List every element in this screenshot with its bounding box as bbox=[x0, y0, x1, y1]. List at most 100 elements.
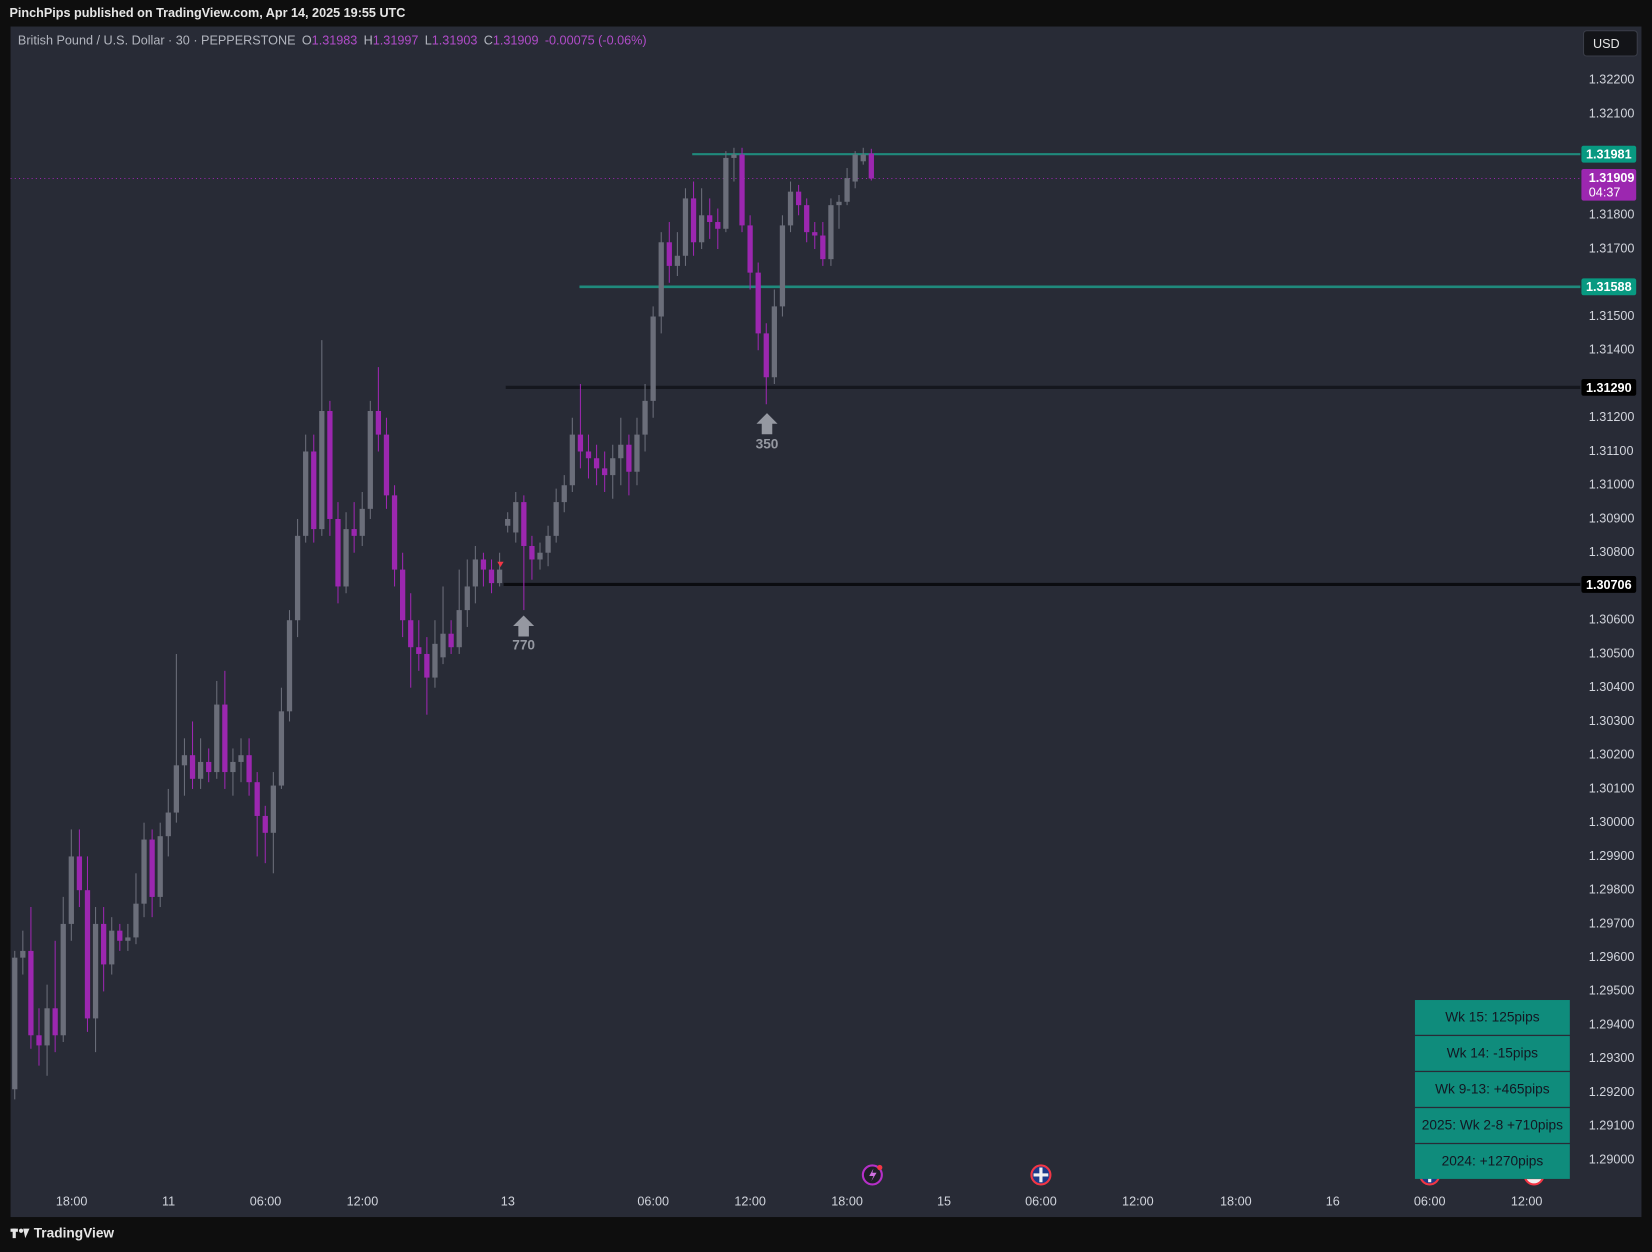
candle-body bbox=[222, 704, 228, 773]
candle-body bbox=[149, 839, 155, 897]
candle-body bbox=[197, 761, 204, 779]
x-tick-label: 15 bbox=[937, 1195, 951, 1209]
level-price-box bbox=[1581, 576, 1637, 593]
x-tick-label: 06:00 bbox=[1414, 1195, 1446, 1209]
candle-body bbox=[408, 620, 414, 648]
event-icon-dot bbox=[877, 1164, 883, 1171]
candle-body bbox=[505, 518, 511, 526]
level-price-label: 1.30706 bbox=[1586, 578, 1632, 592]
x-tick-label: 13 bbox=[501, 1195, 515, 1209]
y-tick-label: 1.31700 bbox=[1589, 241, 1635, 255]
stats-text: Wk 14: -15pips bbox=[1447, 1046, 1538, 1061]
candle-body bbox=[731, 154, 737, 158]
candle-body bbox=[319, 410, 325, 530]
annotation-arrow bbox=[756, 413, 778, 435]
candle-body bbox=[521, 502, 527, 546]
x-tick-label: 18:00 bbox=[1220, 1195, 1252, 1209]
y-tick-label: 1.31400 bbox=[1589, 343, 1635, 357]
candle-body bbox=[488, 569, 495, 584]
candle-body bbox=[28, 950, 34, 1036]
y-tick-label: 1.29800 bbox=[1589, 883, 1635, 897]
candle-body bbox=[294, 535, 301, 621]
candle-body bbox=[569, 434, 575, 486]
candle-body bbox=[375, 410, 382, 435]
last-price-label: 1.31909 bbox=[1589, 171, 1635, 185]
candle-body bbox=[141, 839, 147, 904]
candle-body bbox=[391, 495, 398, 570]
flag-cross bbox=[1033, 1167, 1049, 1183]
candle-body bbox=[36, 1035, 42, 1046]
candle-body bbox=[262, 815, 268, 833]
candle-body bbox=[335, 518, 341, 587]
currency-button-label[interactable]: USD bbox=[1593, 37, 1620, 51]
stats-cell bbox=[1414, 1144, 1570, 1179]
y-tick-label: 1.29600 bbox=[1589, 950, 1635, 964]
candle-body bbox=[707, 215, 713, 223]
candle-body bbox=[448, 633, 454, 648]
level-price-label: 1.31588 bbox=[1586, 280, 1632, 294]
symbol-line-part: 1.31909 bbox=[493, 34, 539, 48]
candle-body bbox=[68, 856, 74, 924]
candle-body bbox=[84, 890, 91, 1019]
candle-body bbox=[496, 569, 503, 584]
candle-body bbox=[650, 316, 656, 401]
y-tick-label: 1.29700 bbox=[1589, 916, 1635, 930]
candle-body bbox=[44, 1008, 50, 1046]
candle-body bbox=[383, 434, 390, 496]
symbol-line-part: 1.31997 bbox=[373, 34, 419, 48]
candle-body bbox=[868, 153, 874, 179]
candle-body bbox=[254, 782, 260, 816]
candle-body bbox=[76, 856, 83, 891]
logo-part bbox=[12, 1228, 16, 1239]
candle-body bbox=[755, 272, 761, 334]
candle-body bbox=[230, 761, 236, 773]
chart-pane bbox=[10, 26, 1642, 1218]
candle-body bbox=[561, 485, 567, 503]
candle-body bbox=[513, 502, 519, 533]
candle-body bbox=[117, 930, 123, 941]
y-tick-label: 1.30300 bbox=[1589, 714, 1635, 728]
candle-body bbox=[852, 154, 858, 182]
x-tick-label: 16 bbox=[1326, 1195, 1340, 1209]
stats-text: 2025: Wk 2-8 +710pips bbox=[1422, 1118, 1563, 1133]
countdown-label: 04:37 bbox=[1589, 186, 1621, 200]
candle-body bbox=[52, 1008, 58, 1036]
candle-body bbox=[206, 761, 212, 773]
y-tick-label: 1.30600 bbox=[1589, 613, 1635, 627]
symbol-line-part: H bbox=[364, 34, 373, 48]
candle-body bbox=[20, 950, 26, 958]
y-tick-label: 1.31800 bbox=[1589, 208, 1635, 222]
candle-body bbox=[238, 755, 244, 762]
y-tick-label: 1.30000 bbox=[1589, 815, 1635, 829]
candle-body bbox=[464, 586, 470, 611]
y-tick-label: 1.30200 bbox=[1589, 748, 1635, 762]
candle-body bbox=[181, 755, 188, 766]
candle-body bbox=[416, 647, 422, 654]
x-tick-label: 06:00 bbox=[250, 1195, 282, 1209]
candle-body bbox=[311, 451, 317, 530]
candle-body bbox=[165, 812, 171, 837]
candle-body bbox=[577, 434, 584, 452]
x-tick-label: 18:00 bbox=[831, 1195, 863, 1209]
candle-body bbox=[610, 458, 616, 476]
candle-body bbox=[278, 711, 285, 786]
candle-body bbox=[303, 451, 309, 536]
candle-body bbox=[424, 653, 430, 678]
footer-logo bbox=[10, 1228, 30, 1239]
x-tick-label: 06:00 bbox=[1025, 1195, 1057, 1209]
candle-body bbox=[472, 559, 478, 587]
candle-body bbox=[723, 157, 729, 229]
candle-body bbox=[779, 225, 786, 307]
level-price-box bbox=[1581, 378, 1637, 396]
candle-body bbox=[12, 957, 18, 1090]
x-tick-label: 11 bbox=[162, 1195, 175, 1209]
currency-button[interactable] bbox=[1582, 30, 1638, 57]
signal-marker bbox=[497, 561, 504, 567]
x-tick-label: 18:00 bbox=[56, 1195, 88, 1209]
annotation-label: 350 bbox=[756, 436, 779, 451]
publisher-line: PinchPips published on TradingView.com, … bbox=[9, 6, 405, 20]
candle-body bbox=[860, 154, 866, 162]
candle-body bbox=[92, 923, 99, 1019]
candle-body bbox=[456, 610, 462, 648]
